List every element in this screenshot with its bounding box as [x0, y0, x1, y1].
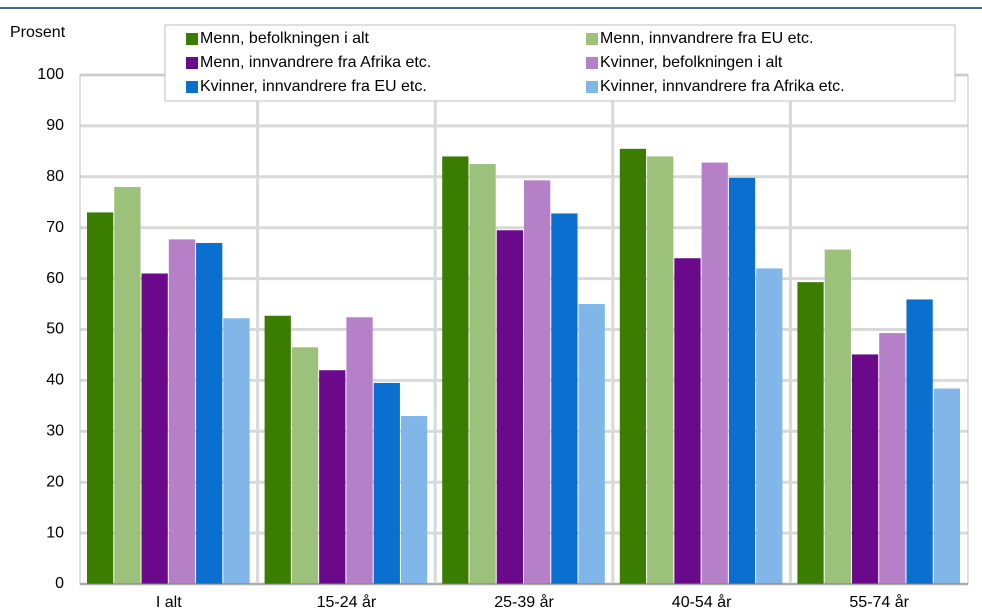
y-tick-label: 40 [46, 372, 64, 389]
bar [647, 156, 674, 584]
bar [346, 317, 373, 584]
y-axis-label: Prosent [10, 24, 66, 41]
bar [797, 282, 824, 584]
bar [619, 148, 647, 584]
bar [400, 416, 428, 584]
legend-label: Menn, innvandrere fra Afrika etc. [200, 54, 431, 71]
y-tick-label: 90 [46, 117, 64, 134]
bar [578, 304, 605, 584]
bar [728, 177, 756, 584]
x-tick-label: 25-39 år [494, 593, 554, 611]
bar [674, 258, 701, 584]
bar [701, 162, 728, 584]
legend-label: Kvinner, innvandrere fra EU etc. [200, 78, 427, 95]
y-tick-label: 50 [46, 321, 64, 338]
y-tick-label: 60 [46, 270, 64, 287]
legend-swatch [586, 57, 598, 69]
bar [496, 230, 523, 584]
legend-swatch [186, 57, 198, 69]
bar [196, 242, 223, 584]
legend-label: Menn, befolkningen i alt [200, 30, 370, 47]
bar [168, 239, 196, 585]
bar [524, 180, 551, 584]
legend-swatch [186, 81, 198, 93]
y-tick-label: 70 [46, 219, 64, 236]
y-tick-label: 20 [46, 473, 64, 490]
bar [291, 347, 319, 584]
legend-box [164, 24, 956, 102]
bar [442, 156, 469, 584]
bar [373, 382, 400, 584]
bar [851, 354, 879, 584]
bar [824, 249, 851, 584]
x-tick-label: 40-54 år [672, 593, 732, 611]
legend-label: Kvinner, befolkningen i alt [600, 54, 783, 71]
bar [319, 370, 346, 584]
bar [879, 333, 906, 584]
y-tick-label: 0 [55, 575, 64, 592]
legend-label: Kvinner, innvandrere fra Afrika etc. [600, 78, 845, 95]
y-tick-label: 10 [46, 524, 64, 541]
legend-swatch [586, 33, 598, 45]
legend-label: Menn, innvandrere fra EU etc. [600, 30, 813, 47]
bar [87, 212, 114, 584]
bar [469, 164, 496, 584]
y-tick-label: 30 [46, 423, 64, 440]
bar [756, 268, 783, 584]
bar [551, 213, 578, 584]
legend-swatch [586, 81, 598, 93]
bar [906, 299, 933, 584]
x-tick-label: 15-24 år [317, 593, 377, 611]
bar [264, 315, 291, 584]
bar [933, 388, 960, 584]
bar [141, 273, 168, 584]
y-tick-label: 100 [37, 66, 64, 83]
x-tick-label: I alt [156, 594, 182, 611]
bar [223, 318, 250, 584]
x-tick-label: 55-74 år [849, 593, 909, 611]
y-tick-label: 80 [46, 168, 64, 185]
bar [114, 186, 141, 585]
legend-swatch [186, 33, 198, 45]
